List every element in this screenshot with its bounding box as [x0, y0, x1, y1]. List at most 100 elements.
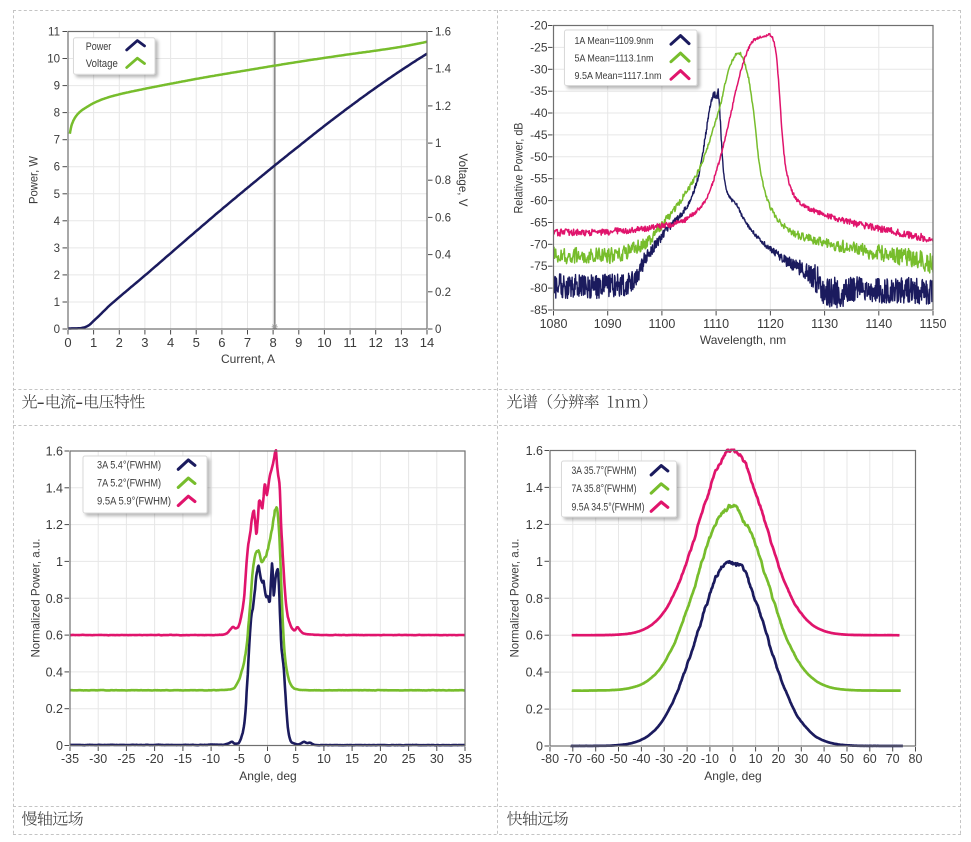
svg-text:Angle, deg: Angle, deg	[704, 769, 761, 783]
svg-text:1.6: 1.6	[46, 445, 63, 459]
svg-text:12: 12	[368, 335, 382, 350]
svg-text:Current, A: Current, A	[221, 352, 275, 366]
svg-text:10: 10	[317, 752, 331, 766]
svg-text:5: 5	[54, 189, 60, 201]
svg-text:0.6: 0.6	[46, 629, 63, 643]
svg-text:0.6: 0.6	[526, 629, 543, 643]
svg-text:-50: -50	[530, 150, 548, 164]
svg-text:0: 0	[56, 739, 63, 753]
svg-text:3A 5.4°(FWHM): 3A 5.4°(FWHM)	[97, 459, 161, 471]
svg-text:11: 11	[48, 27, 60, 39]
svg-text:0.4: 0.4	[435, 250, 452, 262]
svg-text:1: 1	[56, 555, 63, 569]
svg-text:1150: 1150	[920, 317, 947, 331]
svg-text:0: 0	[729, 752, 736, 766]
svg-text:0.2: 0.2	[46, 702, 63, 716]
svg-text:-30: -30	[530, 62, 548, 76]
svg-text:14: 14	[420, 335, 434, 350]
svg-text:0.2: 0.2	[435, 287, 451, 299]
svg-text:4: 4	[167, 335, 174, 350]
svg-text:0: 0	[54, 324, 60, 336]
svg-text:11: 11	[343, 335, 357, 350]
svg-text:7A 35.8°(FWHM): 7A 35.8°(FWHM)	[572, 483, 637, 495]
svg-text:0: 0	[264, 752, 271, 766]
svg-text:1.2: 1.2	[46, 518, 63, 532]
svg-text:30: 30	[430, 752, 444, 766]
svg-text:3: 3	[141, 335, 148, 350]
svg-text:-20: -20	[678, 752, 696, 766]
svg-text:-65: -65	[530, 216, 548, 230]
svg-text:-30: -30	[89, 752, 107, 766]
svg-text:1: 1	[435, 138, 441, 150]
svg-text:1080: 1080	[540, 317, 568, 331]
svg-text:5: 5	[193, 335, 200, 350]
svg-text:Normalized Power, a.u.: Normalized Power, a.u.	[29, 539, 43, 658]
svg-text:20: 20	[771, 752, 785, 766]
svg-text:0.8: 0.8	[526, 592, 543, 606]
svg-text:Angle, deg: Angle, deg	[239, 769, 296, 783]
svg-text:1.4: 1.4	[435, 64, 452, 76]
svg-text:5A Mean=1113.1nm: 5A Mean=1113.1nm	[575, 52, 654, 64]
svg-text:6: 6	[218, 335, 225, 350]
svg-text:9.5A 34.5°(FWHM): 9.5A 34.5°(FWHM)	[572, 501, 645, 513]
svg-text:1.2: 1.2	[435, 101, 451, 113]
svg-text:9: 9	[295, 335, 302, 350]
svg-text:2: 2	[54, 270, 60, 282]
svg-text:-60: -60	[530, 194, 548, 208]
svg-text:1.6: 1.6	[526, 444, 543, 458]
svg-text:0: 0	[435, 324, 441, 336]
svg-text:1A Mean=1109.9nm: 1A Mean=1109.9nm	[575, 35, 654, 47]
svg-text:1.2: 1.2	[526, 518, 543, 532]
svg-text:-10: -10	[701, 752, 719, 766]
svg-text:35: 35	[458, 752, 472, 766]
svg-text:0: 0	[64, 335, 71, 350]
svg-text:9: 9	[54, 81, 60, 93]
svg-text:Voltage: Voltage	[86, 58, 118, 70]
svg-text:1090: 1090	[594, 317, 622, 331]
svg-text:-40: -40	[530, 106, 548, 120]
svg-text:1140: 1140	[865, 317, 892, 331]
svg-text:1120: 1120	[757, 317, 784, 331]
svg-text:-45: -45	[530, 128, 548, 142]
svg-text:5: 5	[292, 752, 299, 766]
svg-text:0: 0	[536, 740, 543, 754]
svg-text:-70: -70	[530, 237, 548, 251]
svg-text:15: 15	[345, 752, 359, 766]
svg-text:1110: 1110	[703, 317, 729, 331]
svg-text:-15: -15	[174, 752, 192, 766]
svg-text:Power, W: Power, W	[29, 156, 41, 204]
svg-text:9.5A 5.9°(FWHM): 9.5A 5.9°(FWHM)	[97, 496, 171, 508]
svg-text:-75: -75	[530, 259, 548, 273]
svg-text:-10: -10	[202, 752, 220, 766]
svg-text:0.6: 0.6	[435, 212, 451, 224]
svg-text:13: 13	[394, 335, 408, 350]
svg-text:20: 20	[373, 752, 387, 766]
svg-text:25: 25	[402, 752, 416, 766]
svg-text:-55: -55	[530, 172, 548, 186]
svg-text:1.4: 1.4	[526, 481, 543, 495]
svg-text:60: 60	[863, 752, 877, 766]
svg-text:Power: Power	[86, 41, 112, 53]
svg-text:10: 10	[317, 335, 331, 350]
svg-text:Relative Power, dB: Relative Power, dB	[512, 123, 526, 214]
svg-text:7: 7	[54, 135, 60, 147]
svg-text:8: 8	[269, 335, 276, 350]
svg-text:1: 1	[90, 335, 97, 350]
svg-text:1: 1	[54, 297, 60, 309]
svg-text:1130: 1130	[811, 317, 838, 331]
svg-text:-40: -40	[632, 752, 650, 766]
svg-text:-20: -20	[530, 19, 548, 33]
svg-text:7: 7	[244, 335, 251, 350]
svg-text:Normalized Power, a.u.: Normalized Power, a.u.	[508, 539, 522, 658]
svg-text:0.8: 0.8	[435, 175, 451, 187]
svg-text:10: 10	[749, 752, 763, 766]
svg-text:9.5A Mean=1117.1nm: 9.5A Mean=1117.1nm	[575, 70, 662, 82]
svg-text:-80: -80	[541, 752, 559, 766]
svg-text:1: 1	[536, 555, 543, 569]
svg-text:3A 35.7°(FWHM): 3A 35.7°(FWHM)	[572, 465, 637, 477]
svg-text:6: 6	[54, 162, 60, 174]
svg-text:-35: -35	[530, 84, 548, 98]
svg-text:-60: -60	[587, 752, 605, 766]
svg-text:-20: -20	[146, 752, 164, 766]
svg-text:1100: 1100	[648, 317, 675, 331]
